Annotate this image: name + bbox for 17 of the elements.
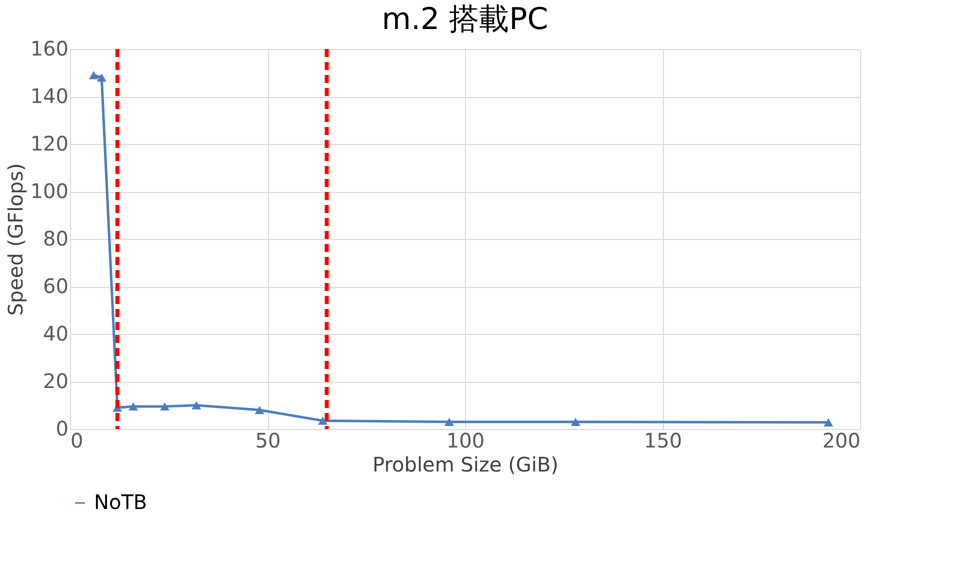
y-tick-label: 160 (30, 36, 68, 60)
legend-label: NoTB (94, 490, 148, 514)
y-tick-label: 40 (43, 322, 68, 346)
x-axis-title: Problem Size (GiB) (372, 452, 558, 476)
y-axis-title: Speed (GFlops) (3, 163, 28, 316)
x-tick-label: 50 (255, 428, 281, 452)
x-tick-label: 150 (644, 428, 682, 452)
y-tick-label: 100 (30, 179, 68, 203)
y-tick-label: 140 (30, 84, 68, 108)
y-tick-label: 60 (43, 274, 68, 298)
x-tick-label: 0 (70, 428, 84, 452)
x-tick-label: 100 (446, 428, 485, 452)
chart-title: m.2 搭載PC (382, 2, 548, 37)
y-tick-label: 120 (30, 132, 68, 156)
y-tick-label: 80 (43, 226, 68, 250)
x-tick-label: 200 (822, 428, 860, 452)
y-tick-label: 20 (43, 369, 68, 393)
